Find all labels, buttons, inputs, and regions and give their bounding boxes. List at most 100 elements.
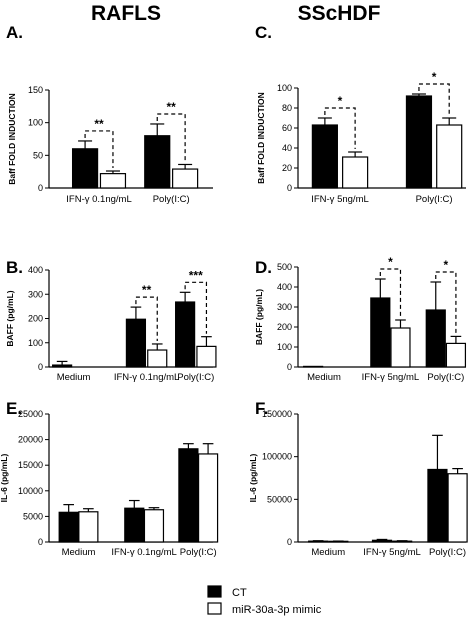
- significance-label: ***: [189, 268, 203, 282]
- y-tick-label: 200: [28, 314, 43, 324]
- legend-swatch-ct: [207, 585, 222, 598]
- legend-label-mimic: miR-30a-3p mimic: [232, 604, 322, 616]
- bar-mimic: [172, 168, 199, 189]
- panel-letter: B.: [6, 258, 23, 277]
- category-label: Poly(I:C): [416, 194, 453, 205]
- y-tick-label: 10000: [18, 486, 43, 496]
- category-label: IFN-γ 0.1ng/mL: [111, 547, 176, 558]
- category-label: Poly(I:C): [180, 547, 217, 558]
- significance-bracket: [184, 281, 208, 334]
- bar-ct: [427, 468, 448, 543]
- bar-ct: [125, 318, 147, 368]
- y-tick-label: 100: [28, 118, 43, 128]
- y-axis-label: BAFF (pg/mL): [5, 290, 15, 346]
- column-title-rafls: RAFLS: [91, 2, 161, 25]
- bar-mimic: [445, 342, 467, 368]
- bar-ct: [71, 148, 99, 189]
- panel-f: F. IL-6 (pg/mL) 0 50000 100000 150000 Medium IF…: [248, 399, 468, 558]
- panel-letter: A.: [6, 23, 23, 42]
- bar-ct: [371, 539, 393, 543]
- significance-bracket: [435, 271, 457, 334]
- y-tick-label: 150000: [262, 409, 292, 419]
- y-tick-label: 500: [277, 262, 292, 272]
- bar-mimic: [78, 511, 99, 543]
- category-label: Medium: [62, 547, 96, 558]
- bar-mimic: [342, 156, 369, 189]
- panel-a: A. Baff FOLD INDUCTION 0 50 100 150 IFN-γ 0.1n…: [6, 23, 213, 205]
- y-axis-label: IL-6 (pg/mL): [248, 454, 258, 503]
- y-tick-label: 50000: [267, 494, 292, 504]
- significance-bracket: [418, 83, 450, 115]
- y-tick-label: 400: [277, 282, 292, 292]
- legend-label-ct: CT: [232, 587, 247, 599]
- bar-ct: [178, 448, 199, 543]
- y-tick-label: 20000: [18, 435, 43, 445]
- y-tick-label: 25000: [18, 409, 43, 419]
- bar-mimic: [143, 509, 165, 543]
- panel-c: C. Baff FOLD INDUCTION 0 20 40 60 80 100 IFN-γ 5…: [255, 23, 466, 205]
- bar-mimic: [147, 349, 168, 368]
- panel-e: E. IL-6 (pg/mL) 0 5000 10000 15000 20000 25000 M…: [0, 399, 219, 558]
- y-tick-label: 5000: [23, 511, 43, 521]
- y-tick-label: 0: [38, 362, 43, 372]
- significance-label: *: [444, 258, 449, 272]
- column-title-sschdf: SScHDF: [298, 2, 381, 25]
- y-tick-label: 0: [287, 537, 292, 547]
- significance-label: **: [94, 117, 104, 131]
- panels-group: A. Baff FOLD INDUCTION 0 50 100 150 IFN-γ 0.1n…: [0, 23, 468, 558]
- y-axis-label: IL-6 (pg/mL): [0, 454, 9, 503]
- y-tick-label: 100: [277, 83, 292, 93]
- y-tick-label: 50: [33, 150, 43, 160]
- bar-ct: [52, 364, 73, 368]
- bar-ct: [303, 365, 324, 368]
- category-label: Poly(I:C): [429, 547, 466, 558]
- legend: CT miR-30a-3p mimic: [207, 585, 322, 616]
- significance-label: **: [167, 100, 177, 114]
- y-tick-label: 100000: [262, 452, 292, 462]
- significance-bracket: [135, 296, 158, 341]
- bar-ct: [405, 95, 433, 189]
- panel-letter: C.: [255, 23, 272, 42]
- y-tick-label: 200: [277, 322, 292, 332]
- y-tick-label: 100: [277, 342, 292, 352]
- bar-mimic: [197, 453, 219, 543]
- bar-mimic: [99, 173, 127, 189]
- bar-mimic: [447, 473, 468, 543]
- y-tick-label: 0: [38, 183, 43, 193]
- panel-letter: F.: [255, 399, 268, 418]
- bar-ct: [370, 297, 391, 368]
- category-label: IFN-γ 0.1ng/mL: [114, 372, 179, 383]
- y-tick-label: 0: [38, 537, 43, 547]
- bar-ct: [311, 124, 338, 189]
- significance-bracket: [324, 107, 356, 149]
- significance-label: *: [338, 94, 343, 108]
- y-tick-label: 60: [282, 123, 292, 133]
- y-tick-label: 15000: [18, 460, 43, 470]
- significance-label: *: [432, 70, 437, 84]
- y-tick-label: 20: [282, 163, 292, 173]
- y-tick-label: 0: [287, 362, 292, 372]
- significance-bracket: [156, 113, 186, 162]
- significance-label: **: [142, 283, 152, 297]
- bar-ct: [144, 135, 171, 189]
- y-tick-label: 300: [277, 302, 292, 312]
- category-label: IFN-γ 5ng/mL: [363, 547, 421, 558]
- category-label: Poly(I:C): [177, 372, 214, 383]
- category-label: Medium: [311, 547, 345, 558]
- legend-swatch-mimic: [207, 602, 222, 615]
- significance-bracket: [379, 268, 402, 317]
- bar-ct: [58, 511, 79, 543]
- y-tick-label: 40: [282, 143, 292, 153]
- panel-letter: D.: [255, 258, 272, 277]
- category-label: IFN-γ 0.1ng/mL: [66, 194, 131, 205]
- category-label: Poly(I:C): [427, 372, 464, 383]
- y-tick-label: 80: [282, 103, 292, 113]
- y-axis-label: Baff FOLD INDUCTION: [7, 93, 17, 185]
- category-label: Poly(I:C): [153, 194, 190, 205]
- y-axis-label: BAFF (pg/mL): [254, 289, 264, 345]
- y-tick-label: 0: [287, 183, 292, 193]
- significance-bracket: [84, 130, 114, 169]
- y-axis-label: Baff FOLD INDUCTION: [256, 92, 266, 184]
- bar-mimic: [436, 124, 463, 189]
